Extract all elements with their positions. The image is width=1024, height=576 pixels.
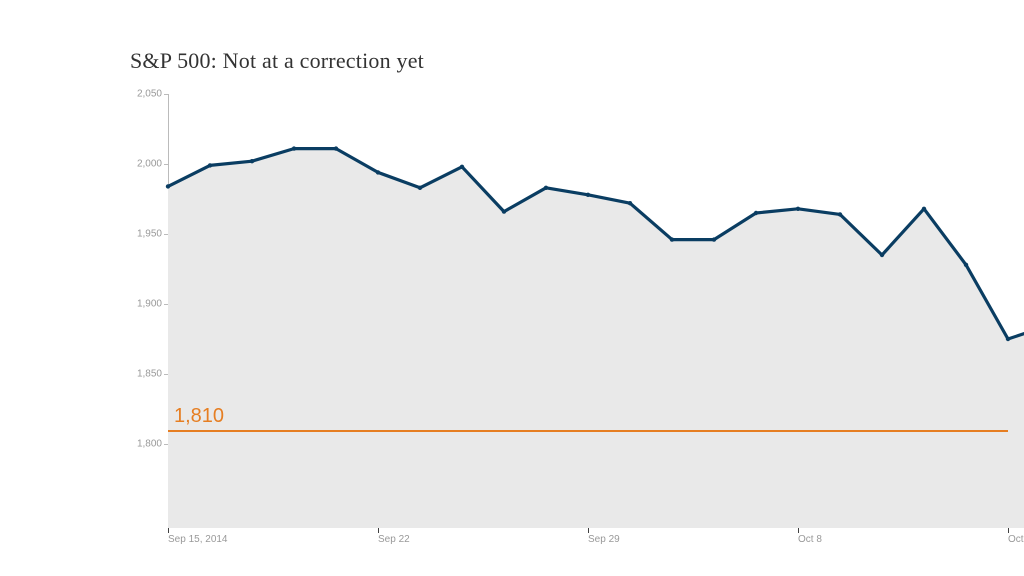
x-tick-mark xyxy=(1008,528,1009,533)
y-tick-mark xyxy=(164,234,168,235)
data-point xyxy=(586,193,590,197)
x-tick-label: Sep 22 xyxy=(378,528,410,545)
plot-area: 1,810 1,8001,8501,9001,9502,0002,050 Sep… xyxy=(168,94,1008,528)
reference-line xyxy=(168,430,1008,432)
y-tick-mark xyxy=(164,164,168,165)
data-point xyxy=(208,163,212,167)
x-tick-label: Oct 13 xyxy=(1008,528,1024,545)
data-point xyxy=(166,184,170,188)
data-point xyxy=(628,201,632,205)
data-point xyxy=(334,146,338,150)
y-tick-mark xyxy=(164,444,168,445)
x-tick-mark xyxy=(378,528,379,533)
data-point xyxy=(712,237,716,241)
x-tick-label: Sep 29 xyxy=(588,528,620,545)
data-point xyxy=(460,165,464,169)
x-tick-label: Sep 15, 2014 xyxy=(168,528,228,545)
x-tick-mark xyxy=(588,528,589,533)
data-point xyxy=(292,146,296,150)
data-point xyxy=(250,159,254,163)
data-point xyxy=(796,207,800,211)
data-point xyxy=(502,209,506,213)
data-point xyxy=(964,263,968,267)
data-point xyxy=(880,253,884,257)
x-tick-mark xyxy=(168,528,169,533)
y-tick-mark xyxy=(164,304,168,305)
data-point xyxy=(922,207,926,211)
y-tick-mark xyxy=(164,94,168,95)
reference-line-label: 1,810 xyxy=(174,405,224,428)
area-fill-path xyxy=(168,149,1024,528)
data-point xyxy=(1006,337,1010,341)
chart-title: S&P 500: Not at a correction yet xyxy=(130,48,1010,74)
line-series xyxy=(168,94,1008,528)
y-tick-mark xyxy=(164,374,168,375)
data-point xyxy=(754,211,758,215)
x-tick-label: Oct 8 xyxy=(798,528,822,545)
chart-container: S&P 500: Not at a correction yet 1,810 1… xyxy=(130,48,1010,558)
data-point xyxy=(418,186,422,190)
data-point xyxy=(544,186,548,190)
data-point xyxy=(376,170,380,174)
data-point xyxy=(670,237,674,241)
x-tick-mark xyxy=(798,528,799,533)
data-point xyxy=(838,212,842,216)
